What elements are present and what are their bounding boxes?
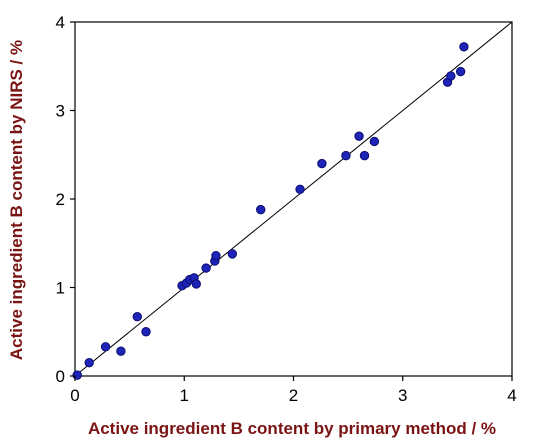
x-tick-label: 1 [180,386,189,405]
x-axis-title: Active ingredient B content by primary m… [88,419,496,438]
x-tick-label: 4 [507,386,516,405]
x-tick-label: 2 [289,386,298,405]
data-point [84,358,94,368]
data-point [141,327,151,337]
x-tick-label: 3 [398,386,407,405]
x-tick-label: 0 [70,386,79,405]
data-point [354,131,364,141]
data-point [227,249,238,259]
data-point [132,312,142,322]
reference-line [74,21,513,377]
y-axis-title: Active ingredient B content by NIRS / % [7,40,26,360]
data-point [72,370,82,380]
data-point [295,184,305,194]
data-point [455,66,466,77]
y-axis-ticks: 0 1 2 3 4 [56,13,75,386]
y-tick-label: 2 [56,190,65,209]
y-tick-label: 4 [56,13,65,32]
data-point [191,279,201,289]
data-point [359,150,370,161]
data-point [446,71,456,81]
data-point [211,250,221,261]
data-point [369,136,380,147]
y-tick-label: 3 [56,102,65,121]
data-point [100,342,111,352]
data-point [459,42,469,52]
data-points [72,42,469,380]
data-point [116,346,126,356]
x-axis-ticks: 0 1 2 3 4 [70,376,517,405]
y-tick-label: 0 [56,367,65,386]
reference-line-layer [74,21,513,377]
data-point [317,158,327,169]
data-point [256,204,266,215]
data-point [341,150,351,161]
y-tick-label: 1 [56,279,65,298]
data-point [201,263,211,273]
